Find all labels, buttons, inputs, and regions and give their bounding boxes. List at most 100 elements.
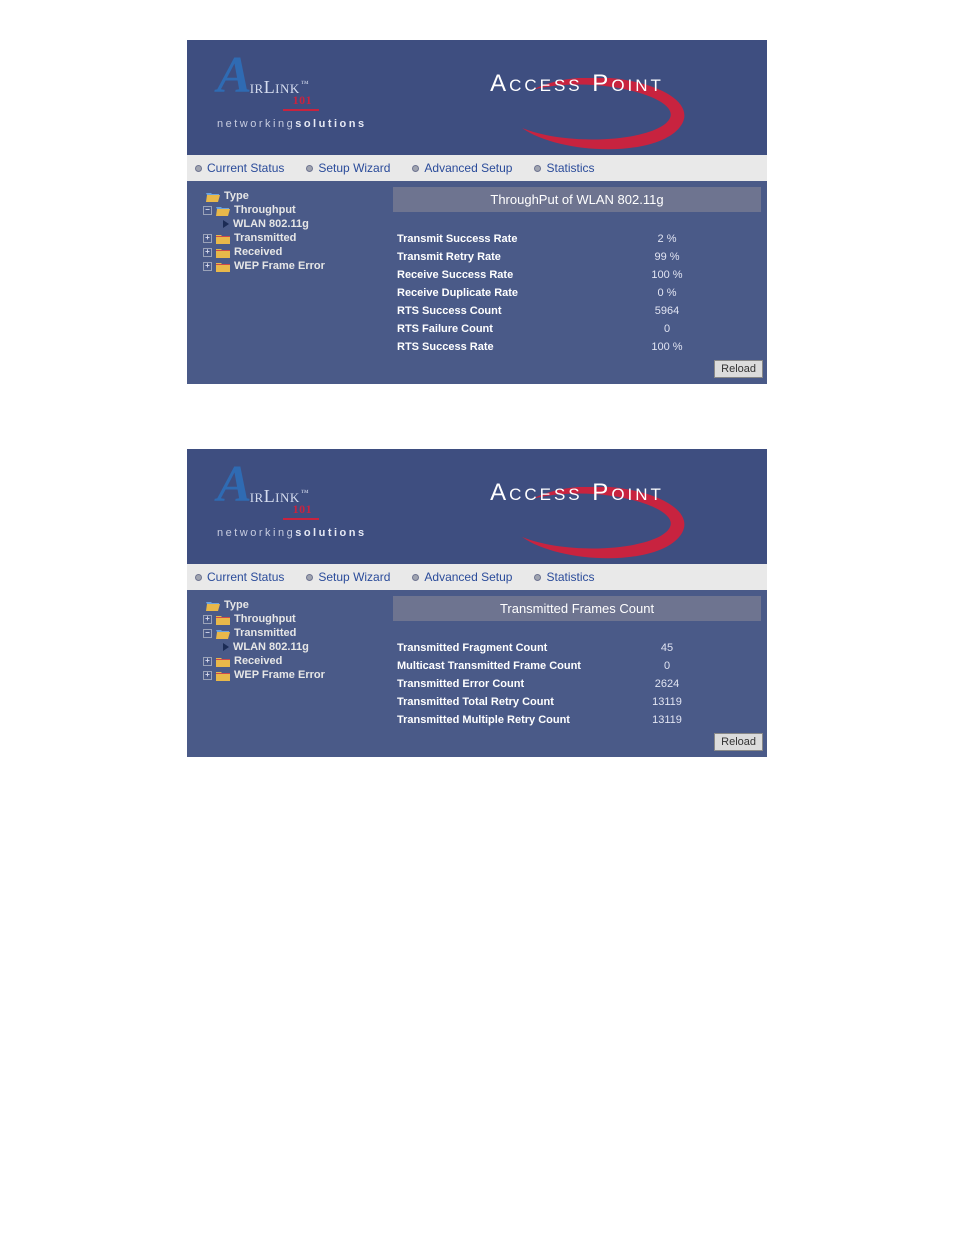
folder-closed-icon xyxy=(216,656,230,667)
admin-panel-throughput: A irLink™ 101 networkingsolutions Access… xyxy=(187,40,767,384)
tree-throughput[interactable]: + Throughput xyxy=(193,612,381,626)
nav-current-status[interactable]: Current Status xyxy=(195,570,284,584)
stat-label: RTS Success Rate xyxy=(397,341,607,353)
logo-tm: ™ xyxy=(301,488,309,497)
tree-sidebar: Type − Throughput WLAN 802.11g + Transmi… xyxy=(187,181,387,384)
tree-wep-label: WEP Frame Error xyxy=(234,260,325,272)
logo-block: A irLink™ 101 networkingsolutions xyxy=(187,449,387,564)
tree-wep[interactable]: + WEP Frame Error xyxy=(193,259,381,273)
nav-advanced-setup[interactable]: Advanced Setup xyxy=(412,161,512,175)
stat-label: Multicast Transmitted Frame Count xyxy=(397,660,607,672)
branding-header: A irLink™ 101 networkingsolutions Access… xyxy=(187,40,767,155)
stat-label: Transmitted Error Count xyxy=(397,678,607,690)
stat-row: Multicast Transmitted Frame Count0 xyxy=(393,657,761,675)
tree-type[interactable]: Type xyxy=(193,189,381,203)
expand-icon[interactable]: + xyxy=(203,262,212,271)
header-right: Access Point xyxy=(387,40,767,155)
tree-received-label: Received xyxy=(234,246,282,258)
tree-received[interactable]: + Received xyxy=(193,654,381,668)
content-title: ThroughPut of WLAN 802.11g xyxy=(393,187,761,212)
stat-label: Receive Success Rate xyxy=(397,269,607,281)
selected-arrow-icon xyxy=(223,220,229,228)
expand-icon[interactable]: + xyxy=(203,615,212,624)
tree-transmitted[interactable]: + Transmitted xyxy=(193,231,381,245)
nav-statistics[interactable]: Statistics xyxy=(534,161,594,175)
tree-transmitted[interactable]: − Transmitted xyxy=(193,626,381,640)
stat-value: 2624 xyxy=(607,678,727,690)
main-navbar: Current Status Setup Wizard Advanced Set… xyxy=(187,155,767,181)
tree-wep[interactable]: + WEP Frame Error xyxy=(193,668,381,682)
nav-statistics-label: Statistics xyxy=(546,570,594,584)
body-row: Type + Throughput − Transmitted WLAN 802… xyxy=(187,590,767,757)
tree-wep-label: WEP Frame Error xyxy=(234,669,325,681)
tree-received[interactable]: + Received xyxy=(193,245,381,259)
tree-type-label: Type xyxy=(224,599,249,611)
nav-advanced-setup[interactable]: Advanced Setup xyxy=(412,570,512,584)
nav-setup-wizard[interactable]: Setup Wizard xyxy=(306,161,390,175)
stat-row: Transmitted Fragment Count45 xyxy=(393,639,761,657)
bullet-icon xyxy=(306,165,313,172)
logo-101: 101 xyxy=(293,93,313,108)
stat-label: Transmit Success Rate xyxy=(397,233,607,245)
bullet-icon xyxy=(195,165,202,172)
selected-arrow-icon xyxy=(223,643,229,651)
nav-setup-wizard[interactable]: Setup Wizard xyxy=(306,570,390,584)
nav-statistics[interactable]: Statistics xyxy=(534,570,594,584)
tree-wlan-throughput[interactable]: WLAN 802.11g xyxy=(193,217,381,231)
tagline-bold: solutions xyxy=(295,527,366,539)
stat-value: 0 xyxy=(607,660,727,672)
nav-advanced-setup-label: Advanced Setup xyxy=(424,161,512,175)
header-title: Access Point xyxy=(490,479,664,507)
collapse-icon[interactable]: − xyxy=(203,206,212,215)
bullet-icon xyxy=(412,574,419,581)
expand-icon[interactable]: + xyxy=(203,248,212,257)
bullet-icon xyxy=(534,574,541,581)
nav-setup-wizard-label: Setup Wizard xyxy=(318,570,390,584)
tagline-bold: solutions xyxy=(295,118,366,130)
nav-statistics-label: Statistics xyxy=(546,161,594,175)
expand-icon[interactable]: + xyxy=(203,234,212,243)
stat-label: RTS Failure Count xyxy=(397,323,607,335)
stat-value: 0 xyxy=(607,323,727,335)
folder-closed-icon xyxy=(216,614,230,625)
nav-current-status[interactable]: Current Status xyxy=(195,161,284,175)
nav-current-status-label: Current Status xyxy=(207,161,284,175)
reload-button[interactable]: Reload xyxy=(714,733,763,751)
tree-throughput[interactable]: − Throughput xyxy=(193,203,381,217)
expand-icon[interactable]: + xyxy=(203,671,212,680)
bullet-icon xyxy=(412,165,419,172)
body-row: Type − Throughput WLAN 802.11g + Transmi… xyxy=(187,181,767,384)
stat-label: Transmitted Total Retry Count xyxy=(397,696,607,708)
tree-type[interactable]: Type xyxy=(193,598,381,612)
tree-received-label: Received xyxy=(234,655,282,667)
bullet-icon xyxy=(306,574,313,581)
nav-current-status-label: Current Status xyxy=(207,570,284,584)
tagline-thin: networking xyxy=(217,527,295,539)
tree-wlan-transmitted[interactable]: WLAN 802.11g xyxy=(193,640,381,654)
stat-row: Receive Duplicate Rate0 % xyxy=(393,284,761,302)
stat-value: 100 % xyxy=(607,269,727,281)
logo-101: 101 xyxy=(293,502,313,517)
expand-icon[interactable]: + xyxy=(203,657,212,666)
stat-row: Transmitted Multiple Retry Count13119 xyxy=(393,711,761,729)
stat-label: Transmitted Fragment Count xyxy=(397,642,607,654)
content-area: Transmitted Frames Count Transmitted Fra… xyxy=(387,590,767,757)
admin-panel-transmitted: A irLink™ 101 networkingsolutions Access… xyxy=(187,449,767,757)
stat-value: 45 xyxy=(607,642,727,654)
logo-tm: ™ xyxy=(301,79,309,88)
folder-open-icon xyxy=(216,628,230,639)
stat-row: Receive Success Rate100 % xyxy=(393,266,761,284)
folder-open-icon xyxy=(216,205,230,216)
tree-transmitted-label: Transmitted xyxy=(234,232,296,244)
reload-button[interactable]: Reload xyxy=(714,360,763,378)
logo-wordmark: irLink™ 101 xyxy=(250,486,309,507)
stat-label: RTS Success Count xyxy=(397,305,607,317)
folder-open-icon xyxy=(206,600,220,611)
stat-row: Transmit Success Rate2 % xyxy=(393,230,761,248)
tree-type-label: Type xyxy=(224,190,249,202)
stat-label: Transmit Retry Rate xyxy=(397,251,607,263)
folder-closed-icon xyxy=(216,261,230,272)
stat-value: 100 % xyxy=(607,341,727,353)
collapse-icon[interactable]: − xyxy=(203,629,212,638)
content-area: ThroughPut of WLAN 802.11g Transmit Succ… xyxy=(387,181,767,384)
